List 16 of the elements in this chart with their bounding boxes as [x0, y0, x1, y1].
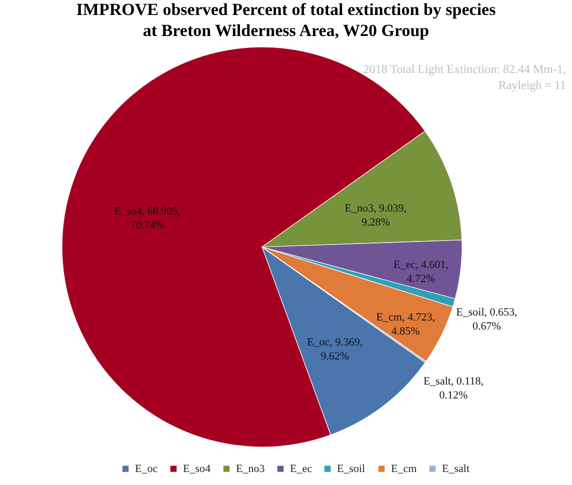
data-label: E_oc, 9.369, 9.62% [307, 336, 363, 362]
legend-label: E_no3 [236, 462, 266, 475]
data-label: E_soil, 0.653, 0.67% [456, 306, 518, 332]
data-label: E_cm, 4.723, 4.85% [376, 311, 436, 338]
legend-label: E_soil [337, 462, 366, 475]
legend-label: E_ec [290, 462, 312, 475]
data-label: E_no3, 9.039, 9.28% [344, 202, 407, 228]
data-label: E_ec, 4.601, 4.72% [393, 259, 449, 286]
legend-label: E_so4 [183, 462, 211, 475]
legend-label: E_cm [391, 462, 418, 475]
data-label: E_so4, 68.905, 70.74% [114, 205, 181, 232]
legend-label: E_salt [442, 462, 470, 475]
data-label: E_salt, 0.118, 0.12% [423, 375, 484, 402]
chart-title: IMPROVE observed Percent of total extinction by species at Breton Wilderness Area, W20 Group [76, 0, 496, 40]
legend-label: E_oc [135, 462, 158, 475]
text: 2018 Total Light Extinction: 82.44 Mm-1, Rayleigh = 11 [363, 62, 566, 92]
